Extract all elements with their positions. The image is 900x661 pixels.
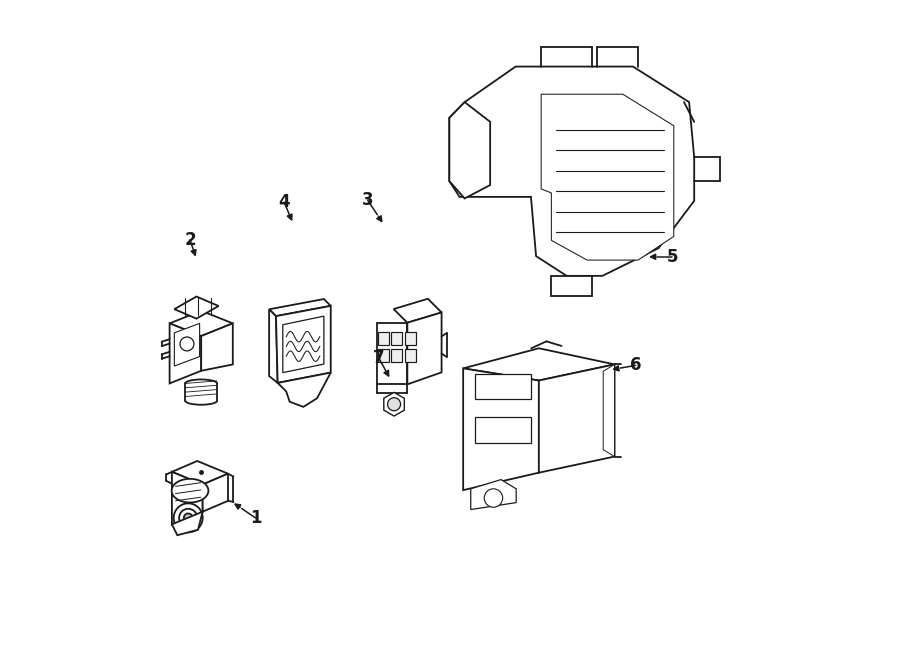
Polygon shape xyxy=(172,512,202,535)
Polygon shape xyxy=(172,461,228,485)
Polygon shape xyxy=(552,276,592,295)
Text: 7: 7 xyxy=(374,349,384,367)
Polygon shape xyxy=(464,348,615,381)
Text: 1: 1 xyxy=(250,509,262,527)
Circle shape xyxy=(484,488,503,507)
Polygon shape xyxy=(541,95,674,260)
Polygon shape xyxy=(172,472,202,524)
Text: 3: 3 xyxy=(362,191,374,209)
Polygon shape xyxy=(283,316,324,373)
Polygon shape xyxy=(471,480,517,510)
Polygon shape xyxy=(603,364,615,457)
Circle shape xyxy=(179,509,197,527)
Polygon shape xyxy=(175,297,219,319)
Polygon shape xyxy=(202,323,233,371)
Bar xyxy=(392,349,402,362)
Bar xyxy=(405,349,416,362)
Polygon shape xyxy=(172,479,209,502)
Polygon shape xyxy=(169,323,202,383)
Polygon shape xyxy=(269,299,330,316)
Bar xyxy=(378,349,389,362)
Polygon shape xyxy=(449,102,491,198)
Polygon shape xyxy=(169,311,233,336)
Text: 2: 2 xyxy=(184,231,196,249)
Bar xyxy=(378,332,389,345)
Polygon shape xyxy=(449,67,694,276)
Polygon shape xyxy=(464,368,539,490)
Circle shape xyxy=(174,503,203,532)
Polygon shape xyxy=(383,393,404,416)
Polygon shape xyxy=(474,417,531,443)
Text: 6: 6 xyxy=(630,356,642,374)
Bar xyxy=(392,332,402,345)
Text: 5: 5 xyxy=(667,248,679,266)
Circle shape xyxy=(180,337,194,351)
Polygon shape xyxy=(408,313,442,384)
Circle shape xyxy=(184,514,193,522)
Bar xyxy=(405,332,416,345)
Polygon shape xyxy=(474,373,531,399)
Polygon shape xyxy=(376,323,408,384)
Text: 4: 4 xyxy=(278,193,290,211)
Polygon shape xyxy=(393,299,442,323)
Polygon shape xyxy=(175,323,200,366)
Polygon shape xyxy=(276,306,330,383)
Polygon shape xyxy=(202,474,228,512)
Circle shape xyxy=(388,398,400,410)
Polygon shape xyxy=(269,309,278,383)
Polygon shape xyxy=(278,373,330,407)
Polygon shape xyxy=(539,364,615,473)
